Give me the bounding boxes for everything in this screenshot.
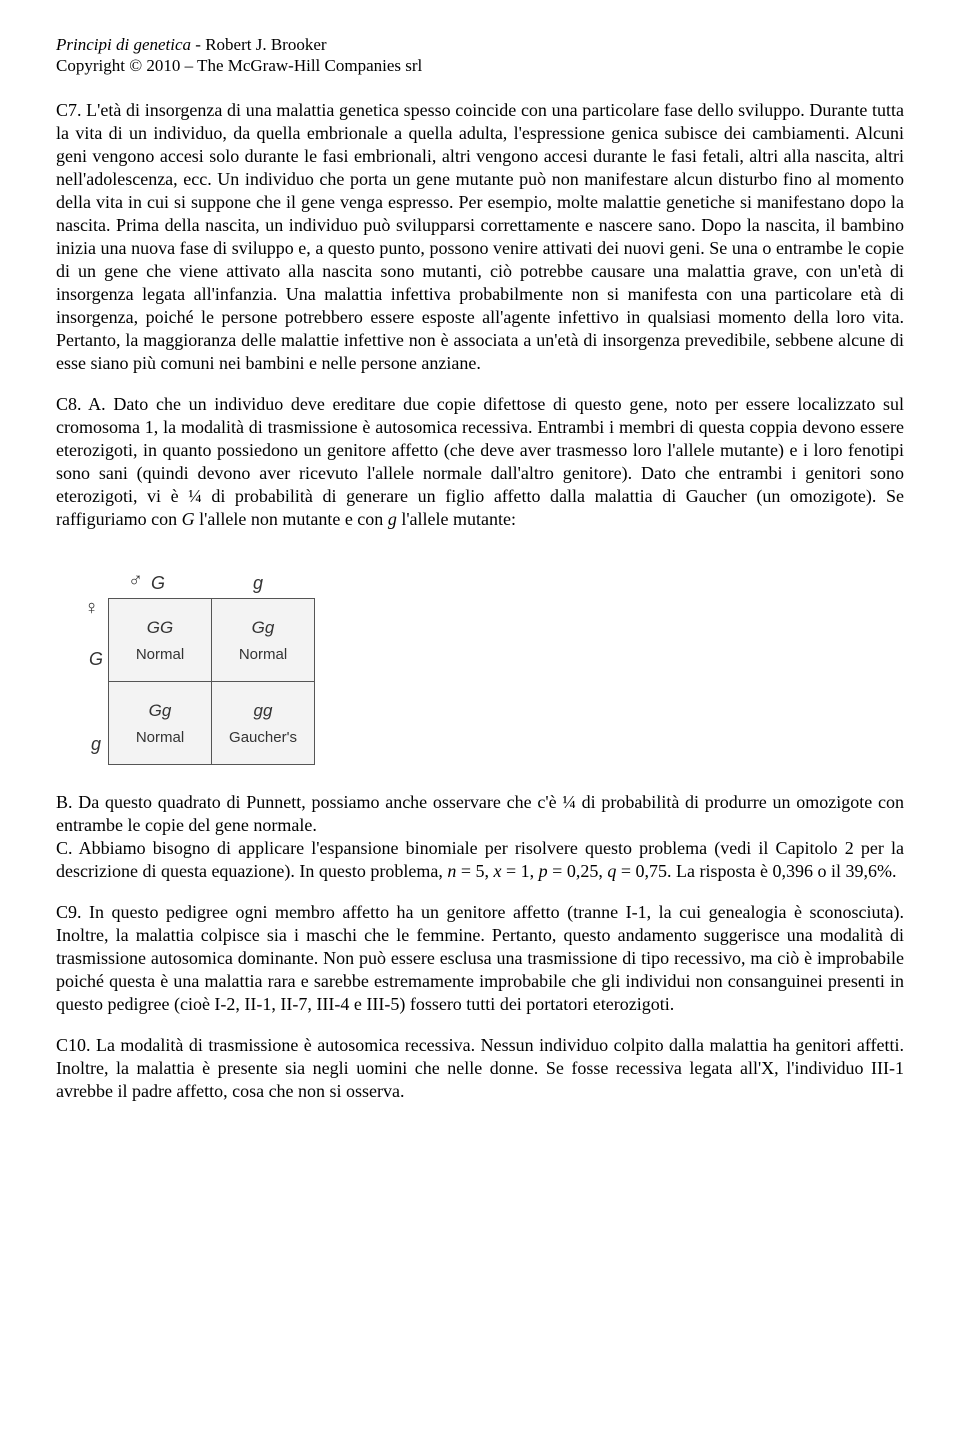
c8c-p: p [539, 861, 548, 881]
c8c-peq: = 0,25, [548, 861, 608, 881]
phenotype: Normal [239, 646, 287, 663]
row-label-2: g [76, 734, 116, 755]
punnett-cell-10: Gg Normal [109, 682, 212, 765]
female-symbol-icon: ♀ [84, 597, 99, 620]
page-header: Principi di genetica - Robert J. Brooker… [56, 34, 904, 77]
phenotype: Normal [136, 646, 184, 663]
genotype: Gg [213, 618, 313, 638]
phenotype: Normal [136, 729, 184, 746]
col-header-1: G [108, 573, 208, 598]
phenotype: Gaucher's [229, 729, 297, 746]
paragraph-c7: C7. L'età di insorgenza di una malattia … [56, 99, 904, 375]
genotype: gg [213, 701, 313, 721]
copyright-line: Copyright © 2010 – The McGraw-Hill Compa… [56, 55, 904, 76]
c8c-x: x [494, 861, 502, 881]
paragraph-c10: C10. La modalità di trasmissione è autos… [56, 1034, 904, 1103]
punnett-container: ♂ ♀ G g G g GG Normal Gg Normal [56, 549, 904, 765]
punnett-cell-11: gg Gaucher's [212, 682, 315, 765]
paragraph-c8a: C8. A. Dato che un individuo deve eredit… [56, 393, 904, 531]
paragraph-c8c: C. Abbiamo bisogno di applicare l'espans… [56, 837, 904, 883]
c8a-G: G [182, 509, 195, 529]
punnett-square: ♂ ♀ G g G g GG Normal Gg Normal [56, 549, 368, 765]
punnett-cell-00: GG Normal [109, 599, 212, 682]
c8c-neq: = 5, [456, 861, 493, 881]
col-header-2: g [208, 573, 308, 598]
c8a-mid1: l'allele non mutante e con [195, 509, 388, 529]
male-symbol-icon: ♂ [128, 569, 143, 592]
c8c-q: q [607, 861, 616, 881]
c8a-g: g [388, 509, 397, 529]
punnett-col-headers: G g [108, 573, 368, 598]
row-label-1: G [76, 649, 116, 670]
punnett-table: GG Normal Gg Normal Gg Normal gg [108, 598, 315, 765]
genotype: Gg [110, 701, 210, 721]
book-title: Principi di genetica [56, 35, 191, 54]
genotype: GG [110, 618, 210, 638]
c8a-suffix: l'allele mutante: [397, 509, 516, 529]
c8c-xeq: = 1, [502, 861, 539, 881]
punnett-cell-01: Gg Normal [212, 599, 315, 682]
paragraph-c9: C9. In questo pedigree ogni membro affet… [56, 901, 904, 1016]
c8c-qeq: = 0,75. La risposta è 0,396 o il 39,6%. [616, 861, 896, 881]
paragraph-c8b: B. Da questo quadrato di Punnett, possia… [56, 791, 904, 837]
book-author: - Robert J. Brooker [191, 35, 327, 54]
c8c-n: n [447, 861, 456, 881]
